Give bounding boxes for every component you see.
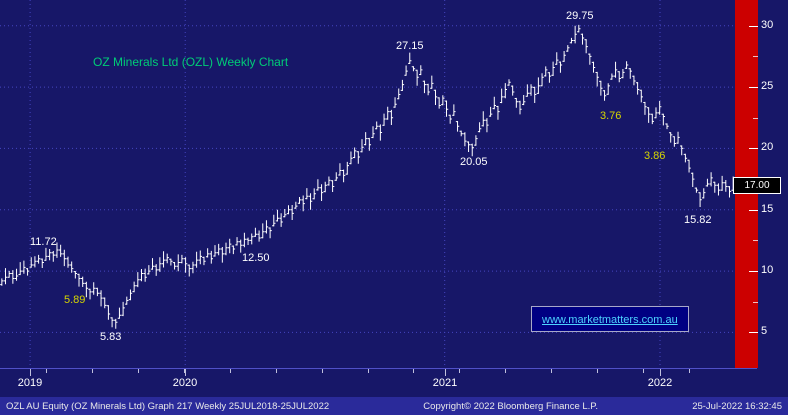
x-axis-minor-tick — [689, 369, 690, 373]
price-chart-plot-area: OZ Minerals Ltd (OZL) Weekly Chart 11.72… — [0, 0, 735, 368]
x-axis-minor-tick — [597, 369, 598, 373]
x-axis: 2019 2020 2021 2022 — [0, 368, 757, 398]
x-axis-year-tick — [660, 369, 661, 376]
price-annotation: 3.76 — [600, 110, 622, 122]
footer-copyright: Copyright© 2022 Bloomberg Finance L.P. — [423, 400, 599, 412]
price-annotation: 5.89 — [64, 294, 86, 306]
x-axis-minor-tick — [322, 369, 323, 373]
x-axis-minor-tick — [505, 369, 506, 373]
last-price-label: 17.00 — [733, 177, 781, 194]
y-axis-major-tick — [749, 26, 758, 27]
price-annotation: 15.82 — [684, 214, 712, 226]
price-annotation: 12.50 — [242, 252, 270, 264]
x-axis-minor-tick — [138, 369, 139, 373]
x-axis-year-label: 2022 — [647, 377, 673, 389]
x-axis-year-tick — [30, 369, 31, 376]
y-axis-major-tick — [749, 210, 758, 211]
price-annotation: 5.83 — [100, 331, 122, 343]
y-axis-tick-label: 10 — [761, 264, 774, 277]
price-series-canvas — [0, 0, 735, 368]
x-axis-year-label: 2021 — [432, 377, 458, 389]
x-axis-minor-tick — [46, 369, 47, 373]
x-axis-minor-tick — [643, 369, 644, 373]
y-axis-tick-label: 5 — [761, 325, 768, 338]
y-axis-labels: 30 25 20 15 10 5 — [761, 0, 788, 368]
x-axis-minor-tick — [92, 369, 93, 373]
status-bar: OZL AU Equity (OZ Minerals Ltd) Graph 21… — [0, 397, 788, 415]
y-axis-minor-tick — [753, 302, 758, 303]
y-axis-major-tick — [749, 332, 758, 333]
footer-timestamp: 25-Jul-2022 16:32:45 — [692, 400, 782, 412]
y-axis-minor-tick — [753, 56, 758, 57]
y-axis-minor-tick — [753, 240, 758, 241]
x-axis-year-tick — [185, 369, 186, 376]
x-axis-year-label: 2019 — [17, 377, 43, 389]
x-axis-minor-tick — [276, 369, 277, 373]
y-axis-tick-label: 20 — [761, 141, 774, 154]
marketmatters-link[interactable]: www.marketmatters.com.au — [542, 314, 678, 326]
price-annotation: 27.15 — [396, 40, 424, 52]
x-axis-minor-tick — [368, 369, 369, 373]
price-annotation: 3.86 — [644, 150, 666, 162]
y-axis-tick-label: 15 — [761, 202, 774, 215]
y-axis-major-tick — [749, 87, 758, 88]
x-axis-minor-tick — [551, 369, 552, 373]
x-axis-minor-tick — [413, 369, 414, 373]
x-axis-minor-tick — [230, 369, 231, 373]
y-axis-minor-tick — [753, 118, 758, 119]
footer-security-info: OZL AU Equity (OZ Minerals Ltd) Graph 21… — [6, 400, 330, 412]
y-axis-tick-label: 25 — [761, 80, 774, 93]
price-annotation: 11.72 — [30, 236, 57, 248]
x-axis-minor-tick — [459, 369, 460, 373]
price-annotation: 20.05 — [460, 156, 488, 168]
chart-title: OZ Minerals Ltd (OZL) Weekly Chart — [93, 55, 289, 69]
x-axis-year-tick — [445, 369, 446, 376]
x-axis-minor-tick — [184, 369, 185, 373]
y-axis-major-tick — [749, 148, 758, 149]
marketmatters-link-box[interactable]: www.marketmatters.com.au — [531, 306, 689, 332]
price-annotation: 29.75 — [566, 10, 594, 22]
y-axis-tick-label: 30 — [761, 18, 774, 31]
y-axis-major-tick — [749, 271, 758, 272]
x-axis-year-label: 2020 — [172, 377, 198, 389]
